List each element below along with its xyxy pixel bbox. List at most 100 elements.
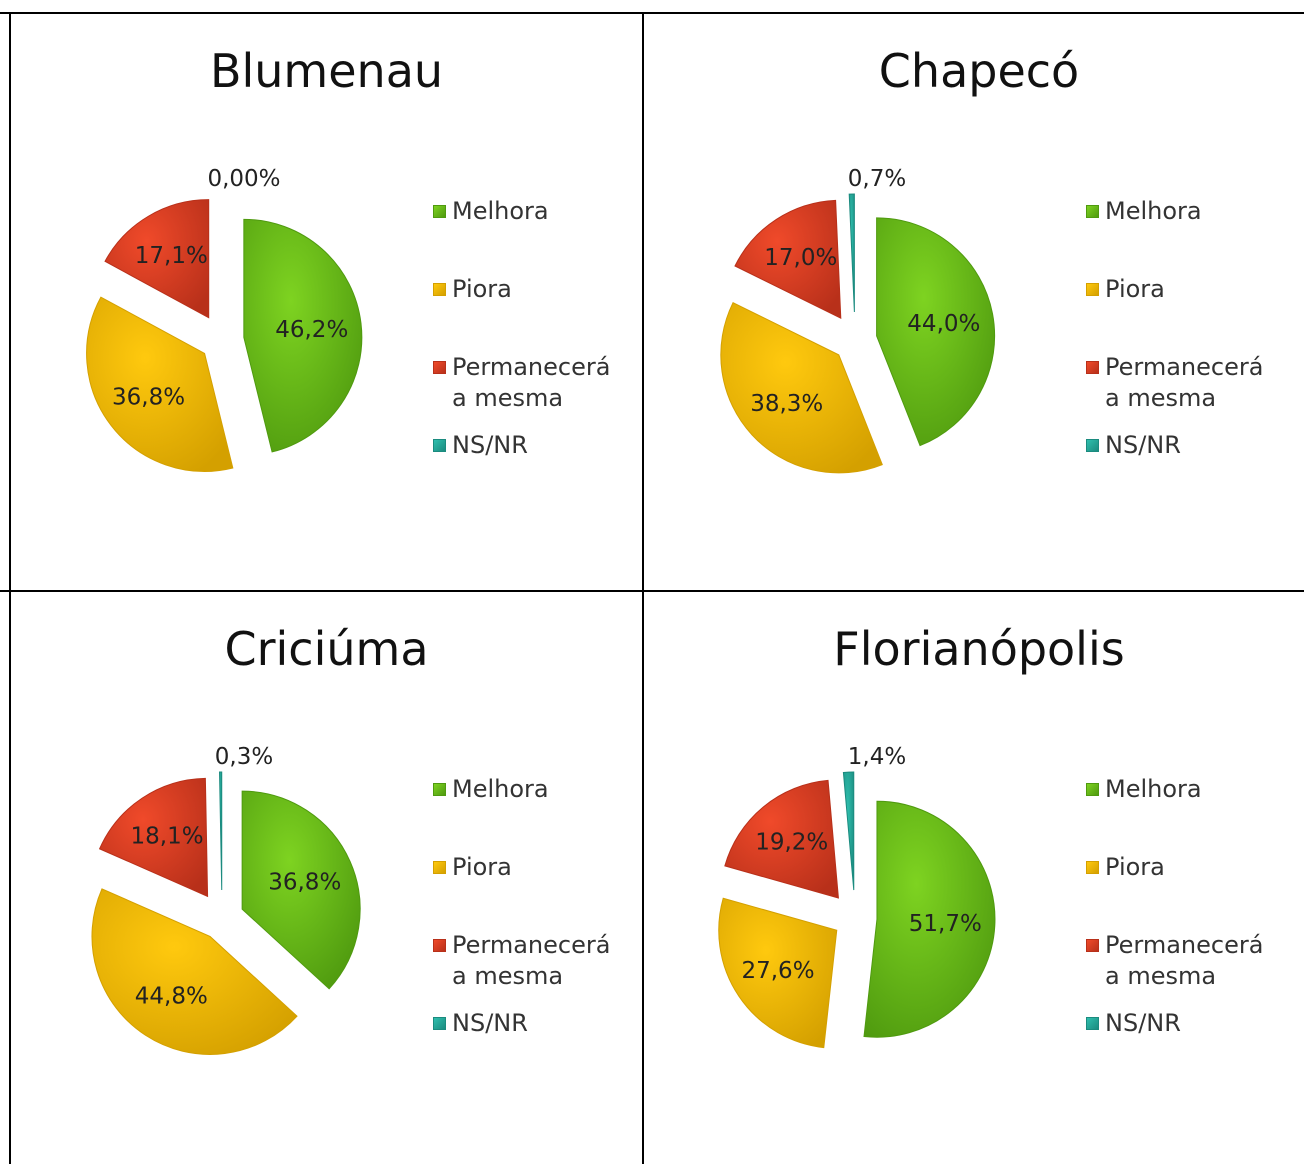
legend-label: NS/NR xyxy=(1105,1008,1181,1039)
pie-slice-3 xyxy=(842,771,855,891)
pie-slice-0 xyxy=(876,217,996,447)
legend-label: Piora xyxy=(1105,274,1165,305)
legend-label-line: NS/NR xyxy=(1105,1009,1181,1037)
data-label: 36,8% xyxy=(112,385,185,411)
chart-panel-blumenau: Blumenau 46,2% 36,8% 17,1% 0,00% Melhora Pio… xyxy=(11,14,642,590)
legend-label: NS/NR xyxy=(452,1008,528,1039)
table-divider-vertical xyxy=(642,12,644,1164)
legend-swatch xyxy=(1086,939,1099,952)
legend-label-line: Melhora xyxy=(452,775,549,803)
legend-label-line: a mesma xyxy=(1105,962,1217,990)
pie-slice-3 xyxy=(848,193,855,313)
pie-slice-1 xyxy=(720,301,883,474)
legend-swatch xyxy=(1086,861,1099,874)
legend-swatch xyxy=(1086,439,1099,452)
legend-label-line: Piora xyxy=(1105,275,1165,303)
chart-panel-criciuma: Criciúma 36,8% 44,8% 18,1% 0,3% Melhora Pior… xyxy=(11,592,642,1164)
legend-label: NS/NR xyxy=(452,430,528,461)
legend-label-line: Melhora xyxy=(1105,775,1202,803)
pie-slice-2 xyxy=(724,779,839,899)
legend-label-line: a mesma xyxy=(452,384,564,412)
chart-legend: Melhora Piora Permanecerá a mesma NS/NR xyxy=(1086,196,1286,496)
legend-label: Permanecerá a mesma xyxy=(452,352,610,414)
pie-slice-0 xyxy=(243,218,363,453)
data-label: 46,2% xyxy=(275,317,348,343)
legend-label: Melhora xyxy=(452,196,549,227)
legend-swatch xyxy=(433,939,446,952)
legend-swatch xyxy=(1086,783,1099,796)
legend-label: Permanecerá a mesma xyxy=(1105,930,1263,992)
legend-swatch xyxy=(433,861,446,874)
chart-title: Blumenau xyxy=(209,44,444,98)
legend-swatch xyxy=(433,361,446,374)
legend-label: NS/NR xyxy=(1105,430,1181,461)
table-border-left xyxy=(9,12,11,1164)
legend-swatch xyxy=(433,439,446,452)
legend-label: Piora xyxy=(1105,852,1165,883)
chart-panel-chapeco: Chapecó 44,0% 38,3% 17,0% 0,7% Melhora Piora… xyxy=(644,14,1304,590)
data-label: 27,6% xyxy=(741,958,814,984)
data-label: 44,0% xyxy=(907,311,980,337)
pie-slice-2 xyxy=(734,199,842,320)
pie-slice-3 xyxy=(219,771,223,891)
legend-swatch xyxy=(1086,205,1099,218)
data-label: 1,4% xyxy=(848,744,906,770)
legend-label-line: Permanecerá xyxy=(1105,353,1264,381)
legend-label: Melhora xyxy=(1105,774,1202,805)
legend-label-line: a mesma xyxy=(452,962,564,990)
pie-slice-1 xyxy=(86,296,234,472)
data-label: 0,7% xyxy=(848,166,906,192)
pie-chart: 51,7% 27,6% 19,2% 1,4% xyxy=(718,744,996,1049)
legend-label: Permanecerá a mesma xyxy=(452,930,610,992)
pie-chart: 36,8% 44,8% 18,1% 0,3% xyxy=(91,744,361,1055)
pie-slice-2 xyxy=(104,199,210,319)
legend-label: Melhora xyxy=(1105,196,1202,227)
chart-title: Criciúma xyxy=(224,622,429,676)
legend-label: Piora xyxy=(452,274,512,305)
legend-swatch xyxy=(433,1017,446,1030)
legend-label-line: Piora xyxy=(452,275,512,303)
legend-label-line: NS/NR xyxy=(1105,431,1181,459)
legend-label-line: NS/NR xyxy=(452,1009,528,1037)
data-label: 19,2% xyxy=(755,830,828,856)
legend-label-line: Permanecerá xyxy=(452,353,611,381)
chart-legend: Melhora Piora Permanecerá a mesma NS/NR xyxy=(433,196,633,496)
legend-label-line: Piora xyxy=(452,853,512,881)
pie-chart: 44,0% 38,3% 17,0% 0,7% xyxy=(720,166,996,474)
legend-label-line: Permanecerá xyxy=(452,931,611,959)
pie-slice-1 xyxy=(91,888,298,1055)
legend-label-line: a mesma xyxy=(1105,384,1217,412)
legend-label-line: NS/NR xyxy=(452,431,528,459)
pie-slice-0 xyxy=(241,790,361,990)
pie-chart: 46,2% 36,8% 17,1% 0,00% xyxy=(86,166,363,472)
data-label: 44,8% xyxy=(135,984,208,1010)
data-label: 38,3% xyxy=(750,391,823,417)
legend-label-line: Piora xyxy=(1105,853,1165,881)
table-divider-horizontal xyxy=(0,590,1304,592)
table-border-top xyxy=(0,12,1304,14)
legend-swatch xyxy=(433,205,446,218)
data-label: 17,0% xyxy=(764,245,837,271)
chart-title: Chapecó xyxy=(878,44,1080,98)
pie-slice-1 xyxy=(718,897,838,1049)
pie-slice-0 xyxy=(863,800,996,1038)
legend-swatch xyxy=(1086,283,1099,296)
legend-swatch xyxy=(433,783,446,796)
legend-label: Melhora xyxy=(452,774,549,805)
chart-panel-florianopolis: Florianópolis 51,7% 27,6% 19,2% 1,4% Melhor… xyxy=(644,592,1304,1164)
legend-swatch xyxy=(1086,361,1099,374)
legend-swatch xyxy=(433,283,446,296)
legend-label-line: Permanecerá xyxy=(1105,931,1264,959)
legend-label-line: Melhora xyxy=(1105,197,1202,225)
legend-swatch xyxy=(1086,1017,1099,1030)
data-label: 18,1% xyxy=(131,823,204,849)
data-label: 36,8% xyxy=(268,870,341,896)
legend-label-line: Melhora xyxy=(452,197,549,225)
chart-legend: Melhora Piora Permanecerá a mesma NS/NR xyxy=(1086,774,1286,1074)
chart-legend: Melhora Piora Permanecerá a mesma NS/NR xyxy=(433,774,633,1074)
chart-title: Florianópolis xyxy=(833,622,1125,676)
legend-label: Permanecerá a mesma xyxy=(1105,352,1263,414)
data-label: 17,1% xyxy=(135,243,208,269)
data-label: 51,7% xyxy=(909,911,982,937)
data-label: 0,3% xyxy=(215,744,273,770)
